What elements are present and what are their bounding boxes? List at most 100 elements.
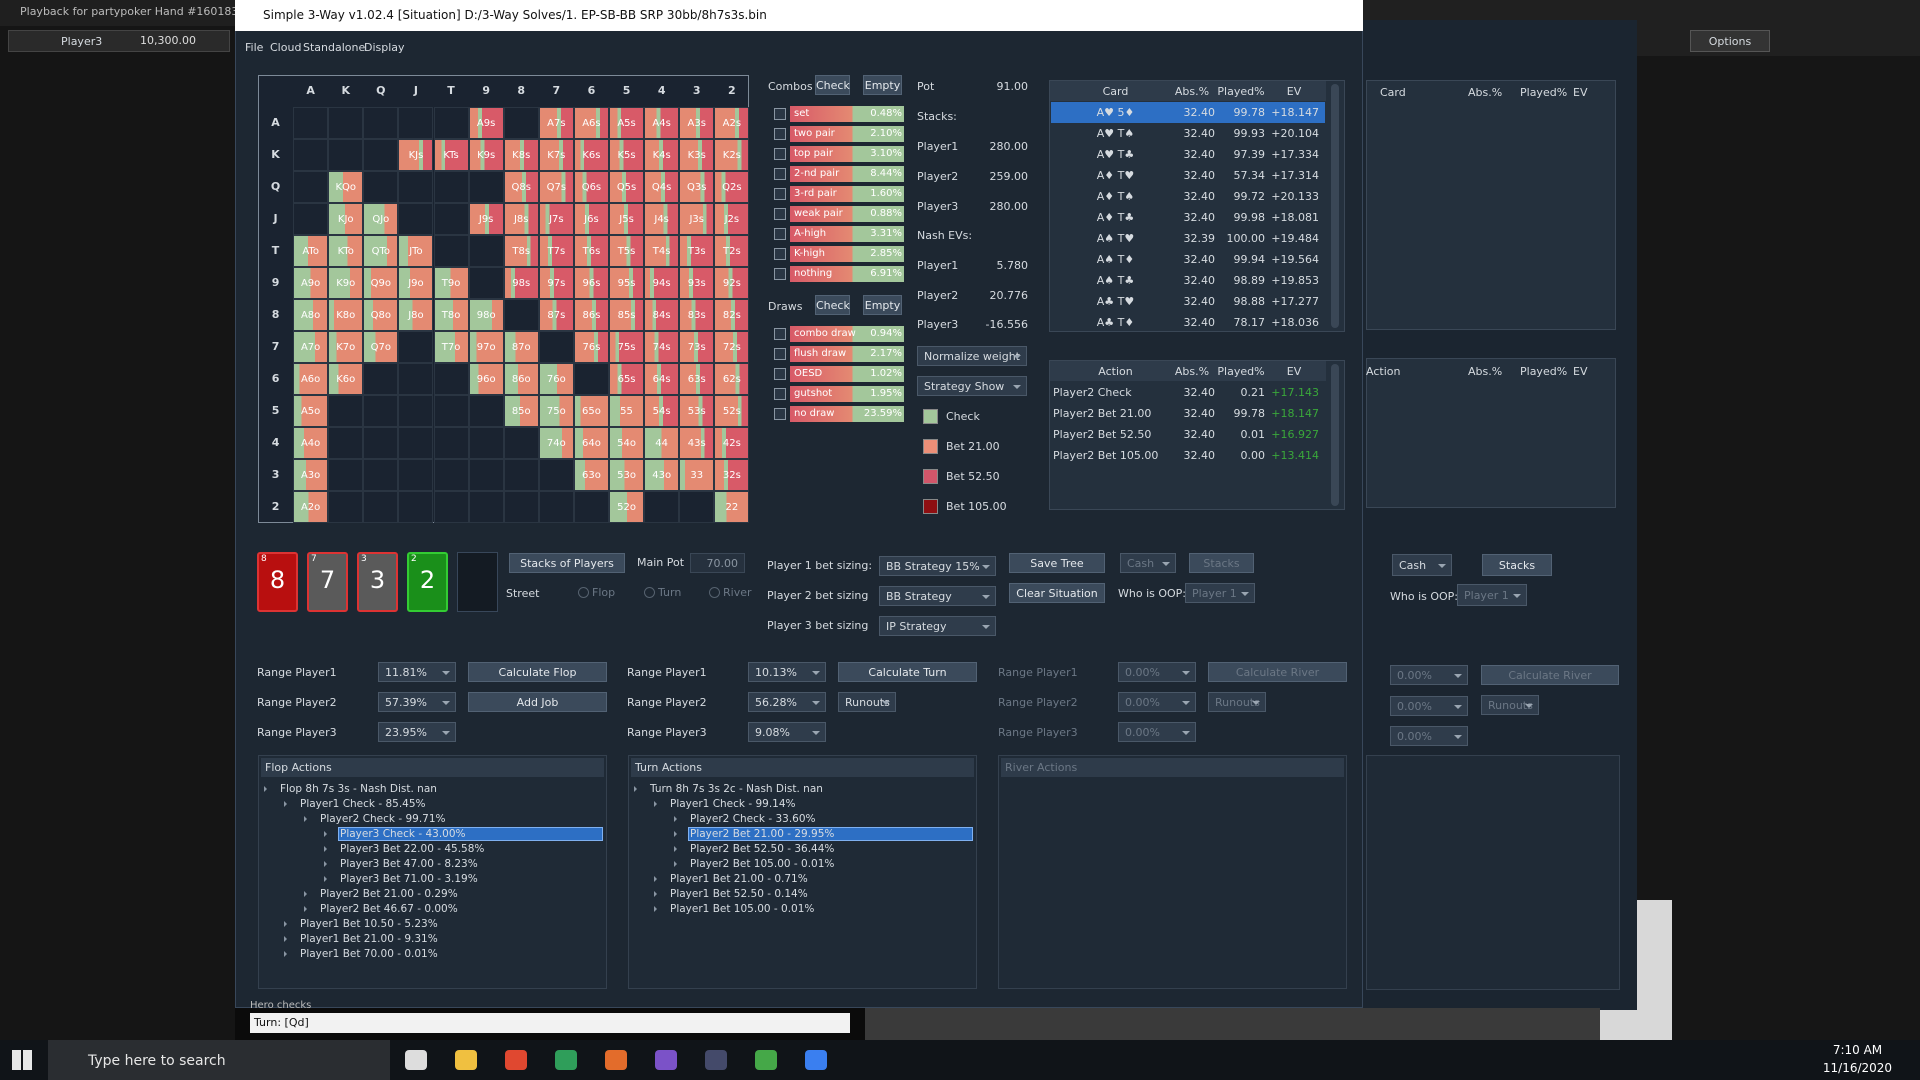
grid-cell[interactable]: T3s [679, 235, 715, 267]
card_table-cell[interactable]: 32.40 [1183, 169, 1216, 182]
search-box[interactable] [48, 1040, 390, 1080]
grid-cell[interactable]: J7s [538, 203, 574, 235]
range-button[interactable]: Calculate River [1208, 662, 1347, 682]
grid-cell[interactable]: A3s [679, 107, 715, 139]
right-pct[interactable]: 0.00% [1390, 726, 1468, 746]
grid-cell[interactable]: A6o [293, 363, 329, 395]
street-radio[interactable] [644, 587, 655, 598]
card_table-cell[interactable]: +18.081 [1271, 211, 1319, 224]
grid-cell[interactable]: A2o [293, 491, 329, 523]
grid-cell[interactable]: KTs [433, 139, 469, 171]
card_table-cell[interactable]: A♥ 5♦ [1096, 106, 1135, 119]
action_table-cell[interactable]: Player2 Check [1053, 386, 1132, 399]
grid-cell[interactable]: A5o [293, 395, 329, 427]
card_table-cell[interactable]: 97.39 [1233, 148, 1266, 161]
range-value[interactable]: 0.00% [1118, 692, 1196, 712]
grid-cell[interactable]: 74o [538, 427, 574, 459]
tree-item[interactable]: Player1 Bet 10.50 - 5.23% [300, 918, 438, 930]
draws-empty[interactable]: Empty [863, 295, 902, 315]
grid-cell[interactable]: J9s [468, 203, 504, 235]
grid-cell[interactable]: T2s [714, 235, 750, 267]
grid-cell[interactable]: 44 [644, 427, 680, 459]
tree-arrow[interactable] [324, 861, 330, 867]
grid-cell[interactable]: QJo [363, 203, 399, 235]
card_table-cell[interactable]: +20.104 [1271, 127, 1319, 140]
grid-cell[interactable]: Q3s [679, 171, 715, 203]
grid-cell[interactable]: K6o [328, 363, 364, 395]
grid-cell[interactable]: 76o [538, 363, 574, 395]
taskbar-icon[interactable] [455, 1050, 477, 1070]
grid-cell[interactable]: T8o [433, 299, 469, 331]
grid-cell[interactable]: A3o [293, 459, 329, 491]
grid-cell[interactable]: K4s [644, 139, 680, 171]
grid-cell[interactable]: 64o [573, 427, 609, 459]
action_table-cell[interactable]: 0.21 [1240, 386, 1266, 399]
combos-empty[interactable]: Empty [863, 75, 902, 95]
grid-cell[interactable]: K5s [609, 139, 645, 171]
oop-select[interactable]: Player 1 [1185, 583, 1255, 603]
grid-cell[interactable]: 82s [714, 299, 750, 331]
grid-cell[interactable]: 96s [573, 267, 609, 299]
grid-cell[interactable]: 54o [609, 427, 645, 459]
tree-item[interactable]: Flop 8h 7s 3s - Nash Dist. nan [280, 783, 437, 795]
grid-cell[interactable]: 97s [538, 267, 574, 299]
grid-cell[interactable]: 22 [714, 491, 750, 523]
normalize[interactable]: Normalize weight [917, 346, 1027, 366]
grid-cell[interactable]: 63o [573, 459, 609, 491]
tree-item[interactable]: Player3 Check - 43.00% [340, 828, 466, 840]
tree-item[interactable]: Player3 Bet 22.00 - 45.58% [340, 843, 485, 855]
combos-checkbox[interactable] [774, 168, 786, 180]
action_table-cell[interactable]: +16.927 [1271, 428, 1319, 441]
grid-cell[interactable]: Q2s [714, 171, 750, 203]
card_table-cell[interactable]: 78.17 [1233, 316, 1266, 329]
tree-item[interactable]: Player1 Bet 52.50 - 0.14% [670, 888, 808, 900]
grid-cell[interactable]: 75s [609, 331, 645, 363]
action_table-cell[interactable]: 32.40 [1183, 449, 1216, 462]
grid-cell[interactable]: QTo [363, 235, 399, 267]
action_table-cell[interactable]: 0.00 [1240, 449, 1266, 462]
grid-cell[interactable]: 63s [679, 363, 715, 395]
grid-cell[interactable]: 93s [679, 267, 715, 299]
card_table-cell[interactable]: +17.314 [1271, 169, 1319, 182]
menu-item[interactable]: File [245, 41, 264, 54]
grid-cell[interactable]: 98s [503, 267, 539, 299]
tree-arrow[interactable] [264, 786, 270, 792]
card_table-cell[interactable]: +18.147 [1271, 106, 1319, 119]
tree-item[interactable]: Player2 Bet 21.00 - 29.95% [690, 828, 835, 840]
runouts-select[interactable]: Runouts [838, 692, 896, 712]
grid-cell[interactable]: K9s [468, 139, 504, 171]
grid-cell[interactable]: T5s [609, 235, 645, 267]
range-button[interactable]: Add Job [468, 692, 607, 712]
start-button[interactable] [12, 1050, 32, 1070]
tree-arrow[interactable] [284, 951, 290, 957]
grid-cell[interactable]: KTo [328, 235, 364, 267]
grid-cell[interactable]: 33 [679, 459, 715, 491]
grid-cell[interactable]: T7s [538, 235, 574, 267]
runouts-select[interactable]: Runouts [1208, 692, 1266, 712]
card_table-cell[interactable]: +17.334 [1271, 148, 1319, 161]
card_table-cell[interactable]: A♠ T♣ [1096, 274, 1135, 287]
card_table-cell[interactable]: A♦ T♠ [1096, 190, 1135, 203]
board-card[interactable] [257, 552, 298, 612]
strategy-select[interactable]: BB Strategy 15% [879, 556, 996, 576]
taskbar-icon[interactable] [705, 1050, 727, 1070]
action_table-cell[interactable]: Player2 Bet 105.00 [1053, 449, 1159, 462]
card_table-cell[interactable]: 32.40 [1183, 106, 1216, 119]
tree-arrow[interactable] [324, 876, 330, 882]
card_table-cell[interactable]: 99.72 [1233, 190, 1266, 203]
board-card[interactable] [357, 552, 398, 612]
right-pct[interactable]: 0.00% [1390, 665, 1468, 685]
grid-cell[interactable]: 97o [468, 331, 504, 363]
grid-cell[interactable]: Q5s [609, 171, 645, 203]
card_table-cell[interactable]: A♠ T♦ [1096, 253, 1135, 266]
combos-checkbox[interactable] [774, 188, 786, 200]
grid-cell[interactable]: Q7o [363, 331, 399, 363]
card_table-cell[interactable]: A♠ T♥ [1096, 232, 1135, 245]
combos-check[interactable]: Check [815, 75, 850, 95]
board-card[interactable] [307, 552, 348, 612]
card_table-cell[interactable]: 32.40 [1183, 127, 1216, 140]
action_table-cell[interactable]: 0.01 [1240, 428, 1266, 441]
grid-cell[interactable]: A7s [538, 107, 574, 139]
grid-cell[interactable]: 72s [714, 331, 750, 363]
grid-cell[interactable]: Q6s [573, 171, 609, 203]
